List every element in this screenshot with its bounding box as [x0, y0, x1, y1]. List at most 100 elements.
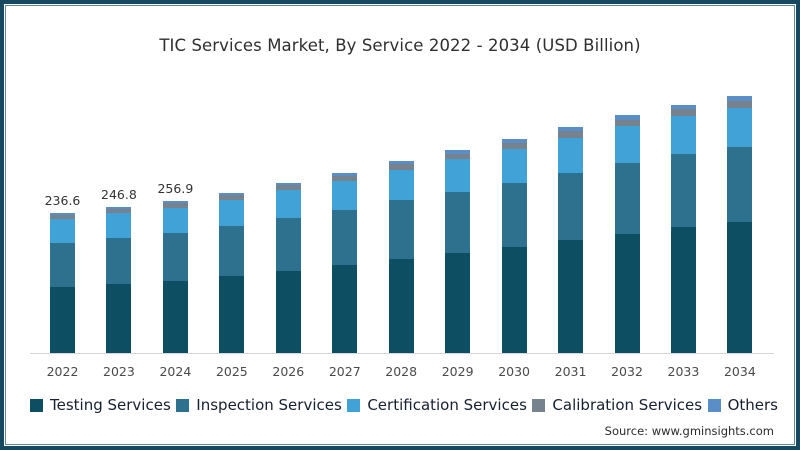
legend-item-testing-services: Testing Services	[30, 396, 171, 414]
bar-segment-calibration-services	[162, 203, 188, 208]
bar-segment-testing-services	[332, 265, 358, 353]
bar-segment-certification-services	[670, 116, 696, 155]
legend-swatch-icon	[347, 398, 361, 412]
bar-2024	[162, 201, 188, 353]
bar-segment-others	[332, 172, 358, 176]
bar-segment-certification-services	[50, 218, 75, 243]
x-tick-2025: 2025	[215, 364, 248, 379]
bar-segment-others	[50, 213, 75, 215]
bar-segment-certification-services	[727, 108, 753, 148]
legend-label: Certification Services	[367, 396, 527, 414]
legend-swatch-icon	[532, 398, 546, 412]
legend-label: Others	[727, 396, 778, 414]
bar-segment-certification-services	[275, 190, 301, 218]
legend-swatch-icon	[176, 398, 190, 412]
bar-segment-others	[219, 192, 245, 196]
bar-segment-calibration-services	[106, 209, 132, 214]
x-tick-2023: 2023	[103, 364, 135, 379]
bar-2026	[275, 182, 301, 353]
bar-segment-testing-services	[727, 222, 753, 353]
x-tick-2031: 2031	[554, 364, 587, 379]
bar-2029	[445, 150, 471, 353]
bar-segment-certification-services	[501, 149, 527, 183]
bar-segment-calibration-services	[501, 143, 527, 150]
bar-2022	[50, 213, 75, 353]
bar-segment-testing-services	[445, 253, 471, 353]
x-tick-2032: 2032	[611, 364, 643, 379]
bar-segment-others	[445, 150, 471, 154]
bar-segment-testing-services	[275, 270, 301, 353]
legend-label: Calibration Services	[552, 396, 703, 414]
legend-item-others: Others	[707, 396, 778, 414]
bar-2033	[670, 104, 696, 353]
value-label-2024: 256.9	[157, 181, 194, 196]
x-tick-2022: 2022	[46, 364, 79, 379]
bar-segment-others	[162, 201, 188, 204]
bar-2023	[106, 207, 132, 353]
bar-segment-certification-services	[162, 207, 188, 233]
bar-segment-calibration-services	[558, 131, 584, 138]
bar-segment-certification-services	[219, 199, 245, 227]
bar-segment-testing-services	[670, 227, 696, 353]
legend-swatch-icon	[707, 398, 721, 412]
source-note: Source: www.gminsights.com	[604, 424, 774, 438]
bar-segment-testing-services	[50, 287, 75, 353]
bar-segment-inspection-services	[614, 163, 640, 234]
bar-2027	[332, 172, 358, 353]
bar-segment-inspection-services	[445, 191, 471, 254]
bar-segment-inspection-services	[219, 226, 245, 277]
legend-item-certification-services: Certification Services	[347, 396, 527, 414]
bar-segment-certification-services	[332, 180, 358, 210]
bar-segment-calibration-services	[614, 119, 640, 127]
chart-title: TIC Services Market, By Service 2022 - 2…	[159, 36, 641, 55]
bar-segment-certification-services	[388, 169, 414, 201]
x-axis-labels: 2022 2023 2024 2025 2026 2027 2028 2029 2030 2031…	[30, 364, 770, 384]
legend-swatch-icon	[30, 398, 43, 412]
bar-segment-certification-services	[558, 137, 584, 173]
bar-segment-calibration-services	[388, 164, 414, 170]
bar-segment-others	[614, 115, 640, 120]
legend-item-inspection-services: Inspection Services	[176, 396, 342, 414]
x-tick-2034: 2034	[723, 364, 756, 379]
bar-segment-calibration-services	[332, 175, 358, 181]
bar-segment-others	[106, 207, 132, 210]
bar-2025	[219, 192, 245, 353]
bar-segment-inspection-services	[162, 232, 188, 281]
bar-segment-others	[558, 127, 584, 132]
x-tick-2027: 2027	[328, 364, 361, 379]
bar-segment-inspection-services	[501, 182, 527, 248]
legend-label: Inspection Services	[196, 396, 342, 414]
bar-2030	[501, 139, 527, 353]
x-tick-2028: 2028	[385, 364, 418, 379]
x-tick-2024: 2024	[159, 364, 192, 379]
legend: Testing Services Inspection Services Certi…	[30, 396, 778, 414]
bar-segment-others	[388, 161, 414, 165]
bar-segment-inspection-services	[106, 237, 132, 284]
bar-segment-inspection-services	[388, 200, 414, 260]
bar-segment-calibration-services	[50, 215, 75, 219]
bar-segment-calibration-services	[219, 195, 245, 200]
bar-2031	[558, 127, 584, 353]
plot-area: 236.6 246.8 256.9	[30, 92, 770, 353]
bar-segment-inspection-services	[275, 217, 301, 271]
bar-segment-inspection-services	[670, 154, 696, 228]
x-tick-2033: 2033	[667, 364, 700, 379]
value-label-2022: 236.6	[44, 193, 81, 209]
bar-segment-certification-services	[106, 213, 132, 238]
x-tick-2030: 2030	[498, 364, 530, 379]
bar-segment-others	[501, 139, 527, 144]
bar-segment-certification-services	[614, 126, 640, 164]
bar-segment-calibration-services	[670, 109, 696, 117]
bar-segment-others	[275, 182, 301, 186]
bar-segment-others	[727, 96, 753, 102]
bar-segment-testing-services	[614, 233, 640, 353]
bar-segment-testing-services	[106, 283, 132, 353]
bar-segment-others	[670, 104, 696, 110]
bar-segment-calibration-services	[445, 153, 471, 160]
bar-2032	[614, 115, 640, 353]
bar-segment-calibration-services	[727, 101, 753, 109]
bar-segment-inspection-services	[727, 147, 753, 223]
bar-segment-inspection-services	[558, 172, 584, 241]
legend-item-calibration-services: Calibration Services	[532, 396, 702, 414]
